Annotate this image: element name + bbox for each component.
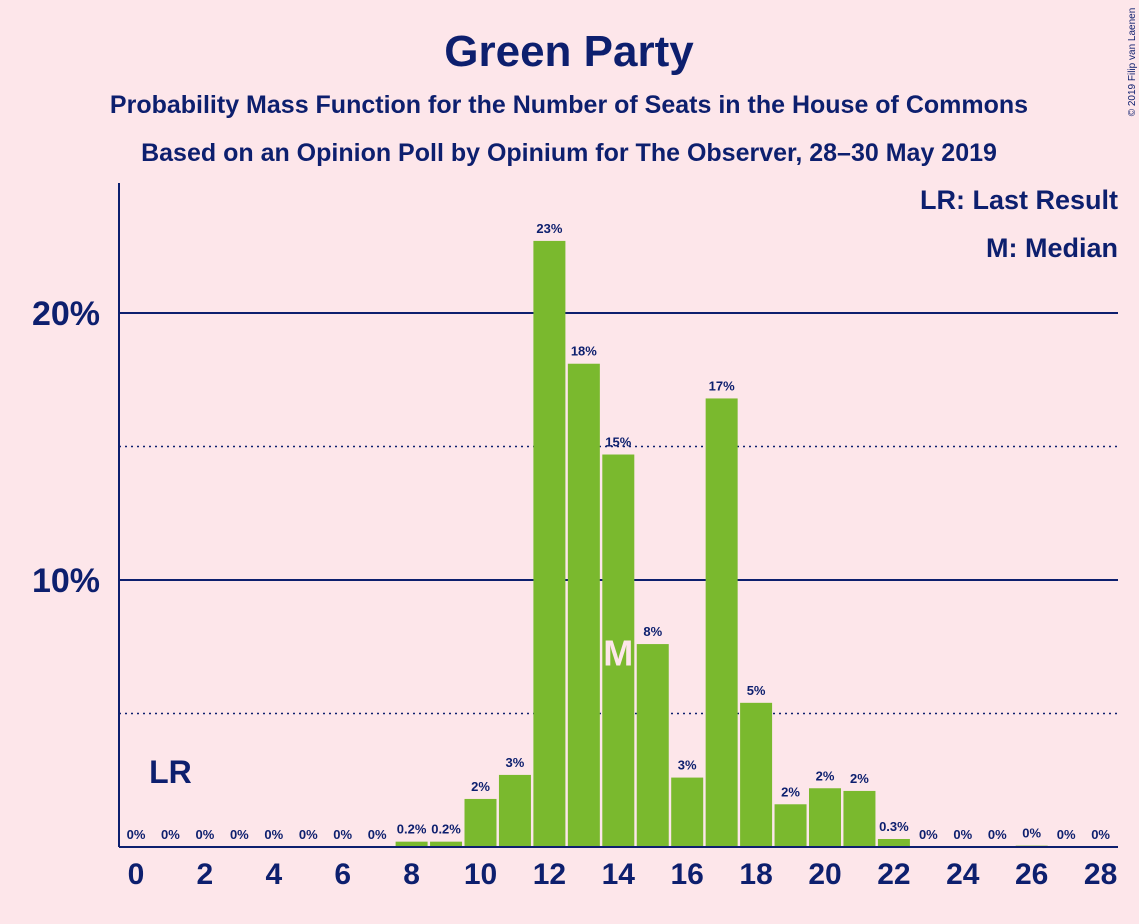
x-tick-label: 20	[808, 858, 841, 891]
bar-value-label: 0.3%	[879, 819, 909, 834]
bar	[533, 240, 566, 847]
copyright-notice: © 2019 Filip van Laenen	[1127, 8, 1138, 117]
axes: 10%20%0 2 4 6 8 10 12 14 16 18 20 22 24 26 28	[32, 183, 1118, 891]
bar-value-label: 0.2%	[397, 822, 427, 837]
x-tick-label: 2	[197, 858, 214, 891]
bar	[636, 644, 669, 847]
x-tick-label: 16	[671, 858, 704, 891]
x-tick-label: 4	[265, 858, 282, 891]
chart-title: Green Party	[444, 27, 694, 76]
x-tick-label: 28	[1084, 858, 1117, 891]
bar	[464, 798, 497, 847]
bar-value-label: 0%	[953, 827, 972, 842]
legend-last-result: LR: Last Result	[920, 185, 1118, 215]
bar-value-label: 0%	[1057, 827, 1076, 842]
bar-value-label: 0%	[127, 827, 146, 842]
x-tick-label: 8	[403, 858, 420, 891]
bar	[877, 838, 910, 847]
bar	[602, 454, 635, 847]
x-tick-label: 6	[334, 858, 351, 891]
chart-subtitle-1: Probability Mass Function for the Number…	[110, 91, 1028, 119]
x-tick-label: 0	[128, 858, 145, 891]
x-tick-label: 14	[602, 858, 636, 891]
y-tick-label: 20%	[32, 295, 100, 333]
bar-value-label: 2%	[471, 779, 490, 794]
bar-value-label: 8%	[643, 624, 662, 639]
median-marker: M	[603, 632, 633, 673]
bar	[740, 702, 773, 847]
bar-value-label: 3%	[678, 758, 697, 773]
y-tick-label: 10%	[32, 562, 100, 600]
last-result-marker: LR	[149, 754, 192, 790]
legend-median: M: Median	[986, 233, 1118, 263]
bar-value-label: 3%	[506, 755, 525, 770]
x-tick-label: 18	[739, 858, 772, 891]
bar-value-label: 0.2%	[431, 822, 461, 837]
bar-value-label: 0%	[368, 827, 387, 842]
bar-value-label: 2%	[850, 771, 869, 786]
bar-value-label: 23%	[536, 221, 562, 236]
bar-value-label: 5%	[747, 683, 766, 698]
bar	[705, 398, 738, 847]
bar-value-label: 2%	[781, 784, 800, 799]
bar-value-label: 0%	[299, 827, 318, 842]
bar-value-label: 0%	[988, 827, 1007, 842]
bar-value-label: 0%	[196, 827, 215, 842]
bar-value-label: 0%	[1022, 826, 1041, 841]
bar	[843, 790, 876, 847]
bar	[567, 363, 600, 847]
bar-value-label: 17%	[709, 378, 735, 393]
x-tick-label: 24	[946, 858, 980, 891]
chart-subtitle-2: Based on an Opinion Poll by Opinium for …	[141, 139, 997, 167]
bar	[774, 804, 807, 847]
bar	[671, 777, 704, 847]
bar-value-label: 0%	[919, 827, 938, 842]
bar-value-label: 15%	[605, 435, 631, 450]
x-tick-label: 22	[877, 858, 910, 891]
bar-value-label: 0%	[333, 827, 352, 842]
bar	[809, 788, 841, 847]
bar-value-label: 0%	[264, 827, 283, 842]
bar	[395, 841, 428, 847]
bar-value-label: 2%	[816, 768, 835, 783]
bar-value-label: 0%	[230, 827, 249, 842]
x-tick-label: 10	[464, 858, 497, 891]
bar	[430, 841, 463, 847]
bars: 0% 0% 0% 0% 0% 0% 0% 0% 0.2% 0.2% 2% 3% 23% 18% 15% 8% 3…	[127, 221, 1110, 847]
x-tick-label: 26	[1015, 858, 1048, 891]
bar-value-label: 0%	[161, 827, 180, 842]
bar	[498, 774, 531, 847]
bar-value-label: 18%	[571, 344, 597, 359]
bar-value-label: 0%	[1091, 827, 1110, 842]
x-tick-label: 12	[533, 858, 566, 891]
